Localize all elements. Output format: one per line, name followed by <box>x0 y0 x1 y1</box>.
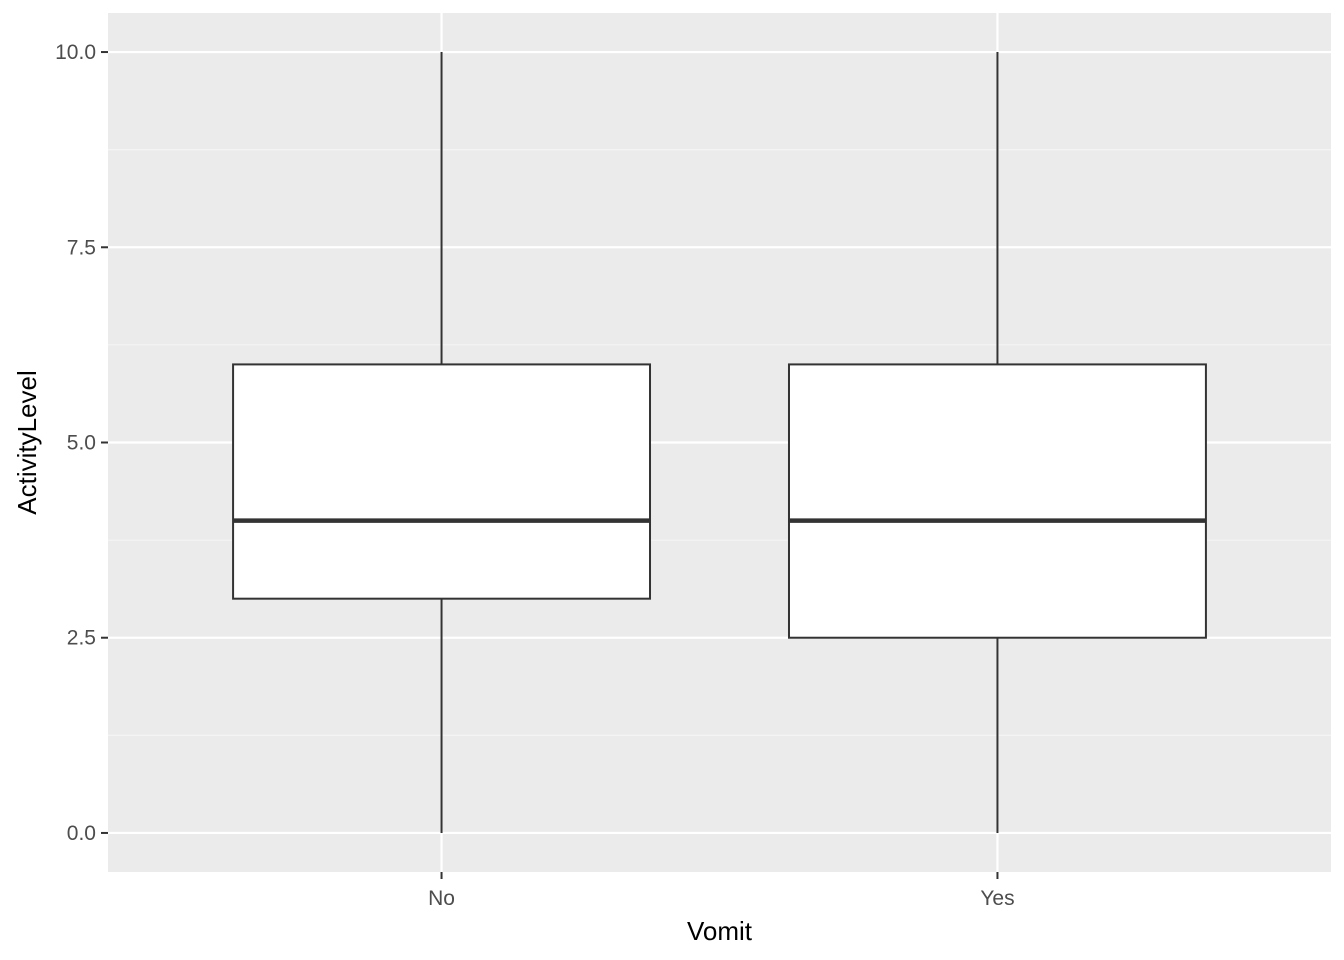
y-tick-label: 10.0 <box>55 41 96 64</box>
y-axis-title: ActivityLevel <box>12 370 42 515</box>
x-tick-label: No <box>428 887 455 910</box>
boxplot-no <box>232 52 652 833</box>
y-tick-label: 0.0 <box>67 822 96 845</box>
box-iqr <box>787 363 1207 639</box>
x-axis: No Yes <box>428 872 1015 910</box>
x-tick-label: Yes <box>980 887 1014 910</box>
y-axis: 0.0 2.5 5.0 7.5 10.0 <box>55 41 108 845</box>
boxplot-yes <box>787 52 1207 833</box>
y-tick-label: 2.5 <box>67 627 96 650</box>
boxplots <box>232 52 1207 833</box>
y-tick-label: 7.5 <box>67 236 96 259</box>
box-iqr <box>232 363 652 600</box>
y-tick-label: 5.0 <box>67 432 96 455</box>
x-axis-title: Vomit <box>687 916 753 946</box>
